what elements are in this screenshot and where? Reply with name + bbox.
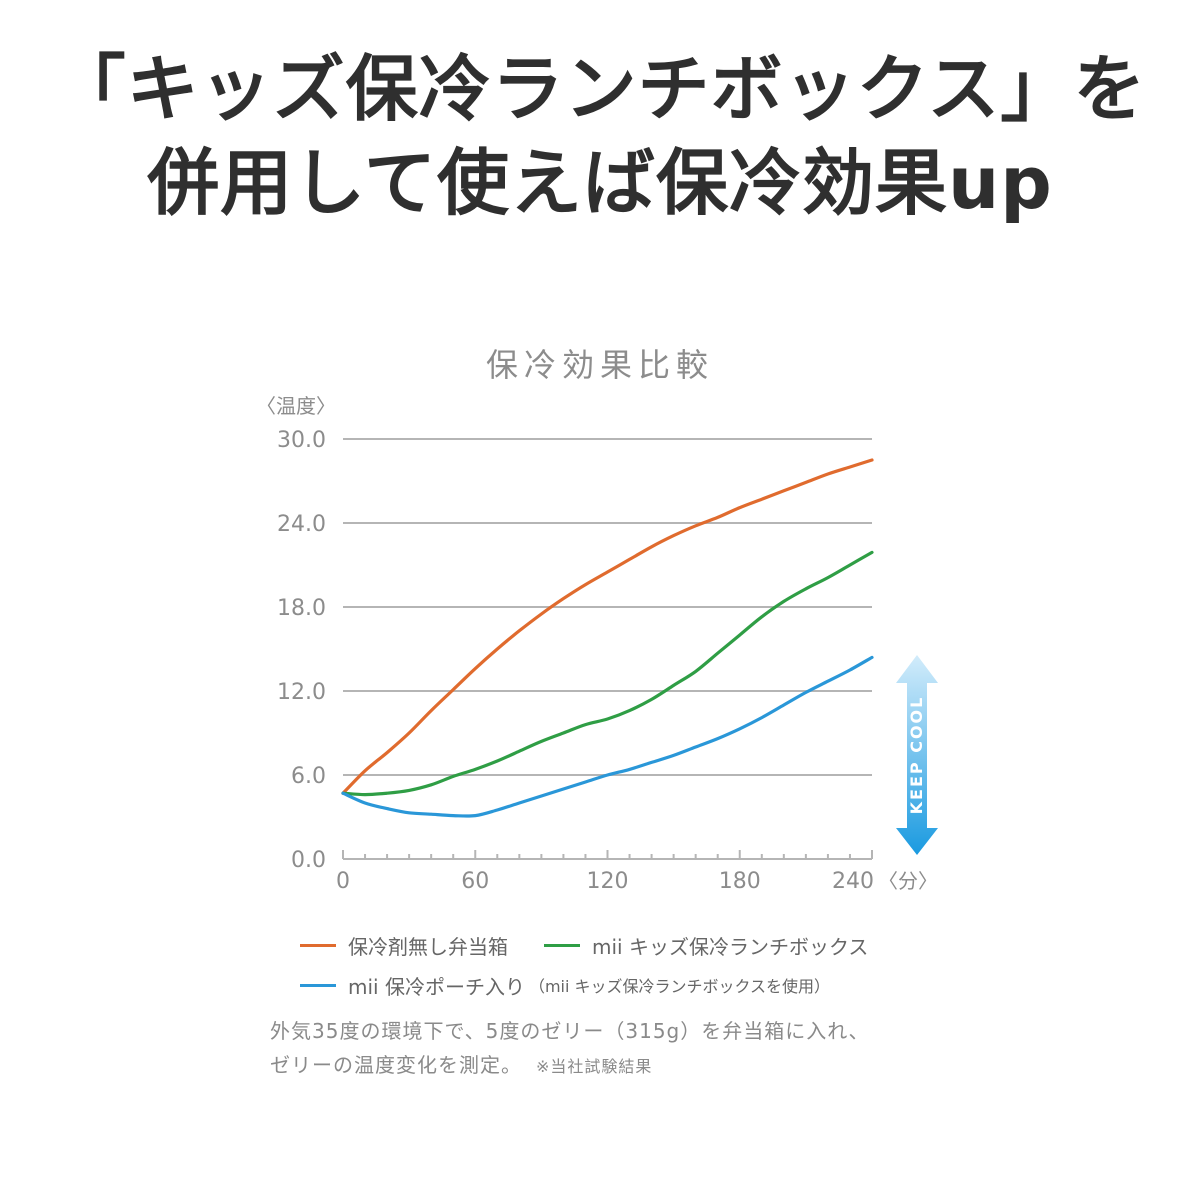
tick-labels: 0.0 6.0 12.0 18.0 24.0 30.0 0 60 120 180 240 bbox=[277, 428, 874, 894]
series-line-kids-lunch-box bbox=[341, 550, 874, 797]
y-tick-label: 6.0 bbox=[291, 764, 326, 789]
note-line-1: 外気35度の環境下で、5度のゼリー（315g）を弁当箱に入れ、 bbox=[270, 1019, 870, 1043]
x-axis-label: 〈分〉 bbox=[878, 869, 938, 893]
legend: 保冷剤無し弁当箱 mii キッズ保冷ランチボックス mii 保冷ポーチ入り （m… bbox=[300, 928, 1000, 1008]
headline-line-1: 「キッズ保冷ランチボックス」を bbox=[53, 47, 1147, 131]
y-axis-label: 〈温度〉 bbox=[256, 394, 336, 418]
legend-row-2: mii 保冷ポーチ入り （mii キッズ保冷ランチボックスを使用） bbox=[300, 968, 1000, 1002]
x-tick-label: 120 bbox=[587, 869, 629, 894]
headline: 「キッズ保冷ランチボックス」を 併用して使えば保冷効果up bbox=[0, 42, 1200, 230]
legend-swatch-blue bbox=[300, 983, 336, 987]
series-line-cool-pouch bbox=[341, 655, 874, 818]
legend-label-pouch: mii 保冷ポーチ入り bbox=[348, 974, 525, 999]
note-small: ※当社試験結果 bbox=[536, 1057, 653, 1076]
keep-cool-arrow-shape bbox=[896, 655, 938, 855]
keep-cool-label: KEEP COOL bbox=[907, 696, 926, 815]
note-line-2: ゼリーの温度変化を測定。 ※当社試験結果 bbox=[270, 1048, 990, 1084]
keep-cool-arrow: KEEP COOL bbox=[896, 655, 938, 855]
series-line-no-ice-box bbox=[341, 458, 874, 795]
legend-label-kids-box: mii キッズ保冷ランチボックス bbox=[592, 934, 869, 959]
axes bbox=[342, 850, 873, 860]
note-line-2-text: ゼリーの温度変化を測定。 bbox=[270, 1053, 522, 1077]
y-tick-label: 30.0 bbox=[277, 428, 326, 453]
legend-swatch-green bbox=[544, 943, 580, 947]
y-tick-label: 18.0 bbox=[277, 596, 326, 621]
x-tick-label: 180 bbox=[719, 869, 761, 894]
y-tick-label: 24.0 bbox=[277, 512, 326, 537]
x-tick-label: 0 bbox=[336, 869, 350, 894]
grid-lines bbox=[343, 438, 872, 776]
chart-title: 保冷効果比較 bbox=[486, 346, 714, 384]
legend-swatch-orange bbox=[300, 943, 336, 947]
legend-label-no-ice: 保冷剤無し弁当箱 bbox=[348, 934, 508, 959]
legend-item-no-ice: 保冷剤無し弁当箱 bbox=[300, 931, 508, 960]
y-tick-label: 0.0 bbox=[291, 848, 326, 873]
x-tick-label: 240 bbox=[832, 869, 874, 894]
test-condition-note: 外気35度の環境下で、5度のゼリー（315g）を弁当箱に入れ、 ゼリーの温度変化… bbox=[270, 1014, 990, 1084]
headline-line-2: 併用して使えば保冷効果up bbox=[147, 141, 1053, 225]
y-tick-label: 12.0 bbox=[277, 680, 326, 705]
series-lines bbox=[341, 458, 874, 818]
x-tick-label: 60 bbox=[461, 869, 489, 894]
legend-item-kids-box: mii キッズ保冷ランチボックス bbox=[544, 931, 868, 960]
legend-row-1: 保冷剤無し弁当箱 mii キッズ保冷ランチボックス bbox=[300, 928, 1000, 962]
legend-label-pouch-note: （mii キッズ保冷ランチボックスを使用） bbox=[528, 977, 831, 996]
legend-item-pouch: mii 保冷ポーチ入り （mii キッズ保冷ランチボックスを使用） bbox=[300, 971, 830, 1000]
